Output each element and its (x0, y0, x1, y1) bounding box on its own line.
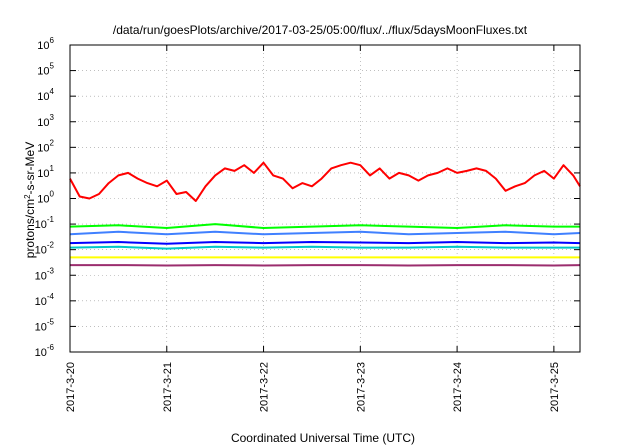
y-tick-label: 10-5 (35, 317, 55, 333)
y-tick-label: 10-3 (35, 266, 55, 282)
plot-frame (69, 44, 581, 353)
y-axis-ticks: 10-610-510-410-310-210-11001011021031041… (35, 36, 580, 359)
series-line-1 (69, 223, 580, 229)
y-tick-label: 101 (37, 164, 54, 180)
x-axis-label: Coordinated Universal Time (UTC) (231, 431, 415, 445)
y-tick-label: 10-4 (35, 292, 55, 308)
x-tick-label: 2017-3-23 (355, 362, 367, 412)
x-tick-label: 2017-3-24 (452, 362, 464, 412)
y-tick-label: 104 (37, 87, 54, 103)
y-tick-exponent: 4 (50, 87, 55, 96)
y-tick-label: 103 (37, 113, 54, 129)
y-tick-exponent: -4 (47, 292, 55, 301)
y-tick-label: 10-1 (35, 215, 55, 231)
series-line-2 (69, 230, 581, 236)
series-line-0 (69, 161, 581, 202)
series-layer (69, 161, 581, 267)
y-axis-label: protons/cm2-s-sr-MeV (23, 142, 38, 258)
y-tick-label: 102 (37, 138, 54, 154)
y-tick-exponent: 5 (50, 62, 55, 71)
y-tick-exponent: -3 (47, 266, 55, 275)
y-tick-label: 105 (37, 62, 54, 78)
y-tick-exponent: 1 (50, 164, 55, 173)
chart-title: /data/run/goesPlots/archive/2017-03-25/0… (113, 23, 528, 37)
grid (70, 45, 580, 352)
x-tick-label: 2017-3-25 (549, 362, 561, 412)
y-tick-label: 106 (37, 36, 54, 52)
y-tick-exponent: 3 (50, 113, 55, 122)
series-line-3 (69, 241, 581, 245)
y-tick-exponent: -2 (47, 241, 55, 250)
y-tick-exponent: -1 (47, 215, 55, 224)
x-axis-ticks: 2017-3-20 2017-3-21 2017-3-22 2017-3-23 2017… (65, 45, 561, 412)
y-tick-label: 10-6 (35, 343, 55, 359)
x-tick-label: 2017-3-21 (162, 362, 174, 412)
x-tick-label: 2017-3-20 (65, 362, 77, 412)
y-tick-label: 100 (37, 190, 54, 206)
x-tick-label: 2017-3-22 (259, 362, 271, 412)
y-tick-exponent: 0 (50, 190, 55, 199)
y-tick-exponent: 6 (50, 36, 55, 45)
y-tick-label: 10-2 (35, 241, 55, 257)
y-tick-exponent: -5 (47, 317, 55, 326)
y-tick-exponent: -6 (47, 343, 55, 352)
series-line-4 (69, 245, 580, 250)
y-tick-exponent: 2 (50, 138, 55, 147)
